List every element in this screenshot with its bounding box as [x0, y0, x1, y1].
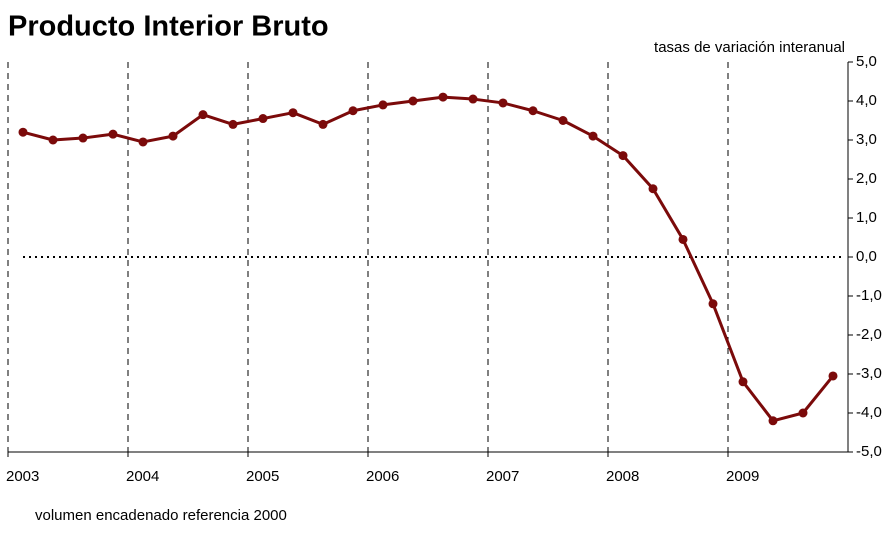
- y-tick-label: 5,0: [856, 53, 877, 70]
- line: [22, 95, 835, 423]
- point: [468, 94, 478, 104]
- y-tick-label: -3,0: [856, 365, 882, 382]
- point: [828, 371, 838, 381]
- point: [438, 92, 448, 102]
- y-tick-label: 2,0: [856, 170, 877, 187]
- x-tick-label: 2007: [486, 468, 519, 485]
- point: [618, 151, 628, 161]
- y-tick-label: -5,0: [856, 443, 882, 460]
- point: [648, 184, 658, 194]
- point: [738, 377, 748, 387]
- y-tick-label: 4,0: [856, 92, 877, 109]
- point: [348, 106, 358, 116]
- point: [198, 110, 208, 120]
- chart-subtitle: tasas de variación interanual: [654, 39, 845, 56]
- y-tick-label: -1,0: [856, 287, 882, 304]
- point: [318, 119, 328, 129]
- point: [168, 131, 178, 141]
- point: [78, 133, 88, 143]
- point: [678, 234, 688, 244]
- point: [528, 106, 538, 116]
- point: [288, 108, 298, 118]
- x-tick-label: 2003: [6, 468, 39, 485]
- y-tick-label: -2,0: [856, 326, 882, 343]
- point: [768, 416, 778, 426]
- y-tick-label: 1,0: [856, 209, 877, 226]
- point: [228, 119, 238, 129]
- y-tick-label: 0,0: [856, 248, 877, 265]
- point: [408, 96, 418, 106]
- x-tick-label: 2009: [726, 468, 759, 485]
- y-tick-label: -4,0: [856, 404, 882, 421]
- y-tick-label: 3,0: [856, 131, 877, 148]
- point: [108, 129, 118, 139]
- point: [798, 408, 808, 418]
- point: [18, 127, 28, 137]
- x-tick-label: 2008: [606, 468, 639, 485]
- point: [378, 100, 388, 110]
- point: [258, 114, 268, 124]
- point: [708, 299, 718, 309]
- x-tick-label: 2006: [366, 468, 399, 485]
- point: [498, 98, 508, 108]
- point: [138, 137, 148, 147]
- point: [48, 135, 58, 145]
- chart-title: Producto Interior Bruto: [8, 11, 329, 43]
- x-tick-label: 2004: [126, 468, 159, 485]
- point: [558, 116, 568, 125]
- footnote: volumen encadenado referencia 2000: [35, 507, 287, 524]
- point: [588, 131, 598, 141]
- x-tick-label: 2005: [246, 468, 279, 485]
